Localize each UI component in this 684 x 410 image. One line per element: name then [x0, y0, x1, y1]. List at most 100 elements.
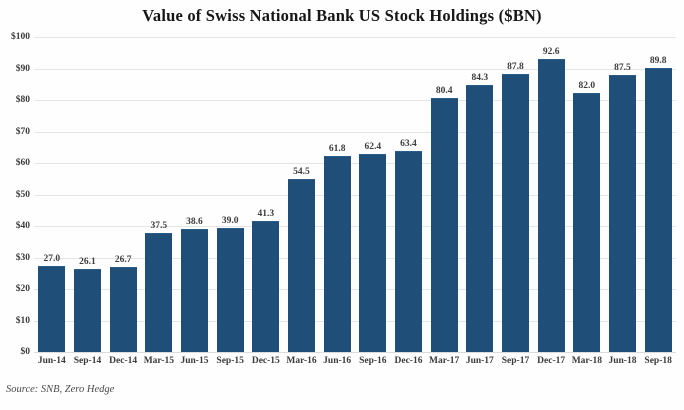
bar-value-label: 26.7: [114, 254, 132, 265]
gridline: [34, 226, 676, 227]
x-axis-tick-label: Jun-17: [465, 356, 494, 366]
bar-value-label: 82.0: [578, 80, 596, 91]
x-axis-tick-label: Sep-17: [501, 356, 530, 366]
gridline: [34, 257, 676, 259]
bar-value-label: 87.5: [614, 63, 631, 74]
source-note: Source: SNB, Zero Hedge: [6, 384, 115, 395]
bar-value-label: 80.4: [435, 85, 453, 96]
gridline: [34, 289, 676, 290]
bar[interactable]: [109, 266, 137, 352]
bar[interactable]: [501, 74, 530, 352]
gridline: [34, 100, 676, 101]
gridline: [34, 320, 676, 322]
bar-column[interactable]: 92.6: [533, 0, 569, 352]
bar[interactable]: [537, 59, 565, 352]
x-axis-tick-label: Jun-16: [323, 356, 352, 366]
bar[interactable]: [38, 265, 66, 352]
y-axis-tick-label: $60: [15, 158, 30, 168]
bar-value-label: 27.0: [43, 253, 61, 264]
y-axis-tick-label: $0: [20, 347, 31, 357]
x-axis-tick-label: Dec-16: [394, 356, 423, 366]
bar-column[interactable]: 39.0: [212, 0, 248, 352]
x-axis-tick-label: Sep-15: [216, 356, 244, 366]
bar-column[interactable]: 38.6: [177, 0, 213, 352]
y-axis-tick-label: $80: [15, 95, 30, 105]
chart-title: Value of Swiss National Bank US Stock Ho…: [142, 6, 542, 25]
x-axis-tick-label: Jun-18: [608, 356, 637, 366]
y-axis-tick-label: $100: [11, 32, 30, 42]
bar-column[interactable]: 27.0: [34, 0, 70, 352]
x-axis-tick-label: Dec-17: [537, 356, 566, 366]
bar-value-label: 89.8: [649, 56, 667, 67]
y-axis-tick-label: $50: [15, 189, 30, 200]
x-axis-tick-label: Mar-16: [286, 356, 317, 366]
x-axis-tick-label: Sep-18: [644, 356, 672, 366]
x-axis-tick-label: Mar-17: [429, 356, 460, 366]
bar-value-label: 61.8: [328, 144, 346, 155]
y-axis-tick-label: $40: [15, 221, 30, 231]
x-axis-tick-label: Mar-15: [143, 356, 174, 366]
bar[interactable]: [573, 92, 601, 352]
gridline: [34, 131, 676, 133]
gridline: [34, 68, 676, 70]
bar[interactable]: [644, 68, 672, 352]
bar-column[interactable]: 54.5: [284, 0, 320, 352]
gridline: [34, 194, 676, 196]
gridline: [34, 352, 676, 353]
bar[interactable]: [287, 179, 316, 352]
plot-area: [34, 37, 676, 353]
y-axis-tick-label: $70: [15, 126, 30, 137]
bar[interactable]: [466, 85, 494, 352]
bar-column[interactable]: 84.3: [462, 0, 498, 352]
bar-value-label: 63.4: [400, 139, 417, 150]
bar-value-label: 87.8: [507, 62, 524, 73]
bar-value-label: 39.0: [221, 216, 239, 227]
bar-column[interactable]: 26.7: [105, 0, 141, 352]
bar[interactable]: [145, 232, 173, 352]
x-axis-tick-label: Dec-14: [109, 356, 138, 366]
bar-value-label: 84.3: [471, 73, 489, 84]
bar-value-label: 92.6: [542, 47, 560, 58]
y-axis: $0 $10 $20 $30 $40 $50 $60 $70 $80 $90 $100: [0, 32, 30, 357]
bar[interactable]: [216, 228, 244, 352]
bar-value-label: 37.5: [150, 220, 168, 231]
bar-column[interactable]: 82.0: [569, 0, 605, 352]
bar[interactable]: [430, 97, 458, 352]
y-axis-tick-label: $10: [15, 315, 30, 326]
bar[interactable]: [252, 220, 280, 352]
gridline: [34, 163, 676, 164]
bar[interactable]: [323, 156, 351, 352]
bar[interactable]: [608, 75, 637, 352]
bar-column[interactable]: 41.3: [248, 0, 284, 352]
bar-value-label: 62.4: [364, 142, 382, 153]
bar-value-label: 26.1: [79, 256, 96, 267]
x-axis-tick-label: Mar-18: [571, 356, 602, 366]
bar-value-label: 38.6: [186, 217, 203, 228]
x-axis-tick-label: Jun-14: [37, 356, 66, 366]
gridline: [34, 37, 676, 38]
bar-column[interactable]: 89.8: [640, 0, 676, 352]
y-axis-tick-label: $20: [15, 284, 30, 294]
bar-column[interactable]: 87.5: [605, 0, 641, 352]
bar-column[interactable]: 62.4: [355, 0, 391, 352]
y-axis-tick-label: $90: [15, 63, 30, 74]
bar-column[interactable]: 87.8: [498, 0, 534, 352]
bar-series: 27.0 26.1 26.7 37.5 38.6 39.0 41.3 54.5 61.8 62.4…: [34, 0, 676, 352]
bar-value-label: 54.5: [293, 167, 310, 178]
bar[interactable]: [394, 151, 423, 352]
x-axis-tick-label: Sep-16: [359, 356, 387, 366]
bar-column[interactable]: 63.4: [391, 0, 427, 352]
x-axis-tick-label: Sep-14: [73, 356, 102, 366]
x-axis: Jun-14 Sep-14 Dec-14 Mar-15 Jun-15 Sep-15 Dec-…: [34, 356, 676, 376]
x-axis-tick-label: Dec-15: [251, 356, 280, 366]
bar-value-label: 41.3: [257, 208, 275, 219]
bar[interactable]: [73, 268, 102, 352]
bar-column[interactable]: 61.8: [319, 0, 355, 352]
bar-column[interactable]: 37.5: [141, 0, 177, 352]
bar-column[interactable]: 26.1: [70, 0, 106, 352]
x-axis-tick-label: Jun-15: [180, 356, 209, 366]
bar[interactable]: [180, 229, 209, 352]
bar-column[interactable]: 80.4: [426, 0, 462, 352]
bar[interactable]: [359, 154, 387, 352]
